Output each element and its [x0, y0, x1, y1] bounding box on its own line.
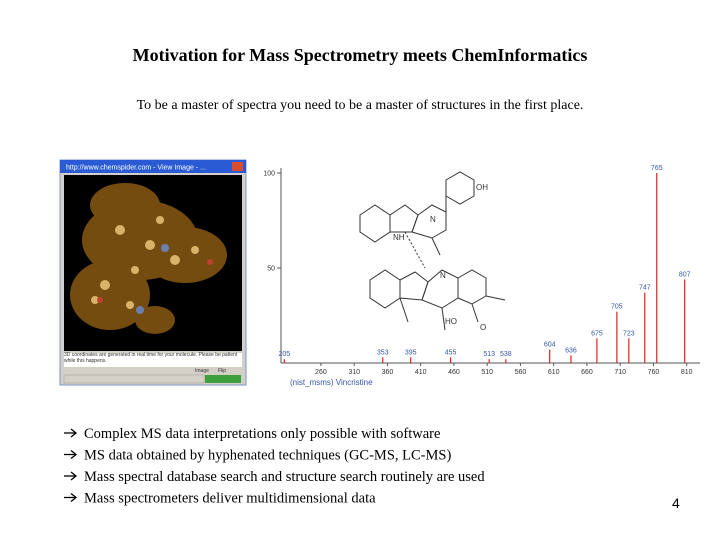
atom-label: NH [393, 233, 405, 242]
peak-label: 538 [500, 351, 512, 358]
bullet-arrow [64, 428, 78, 438]
y-tick-label: 100 [263, 171, 275, 178]
bullet-text: Mass spectral database search and struct… [84, 469, 485, 485]
x-tick-label: 310 [348, 369, 360, 376]
peak-label: 353 [377, 349, 389, 356]
atom-label: OH [476, 183, 488, 192]
x-tick-label: 610 [548, 369, 560, 376]
bullet-text: MS data obtained by hyphenated technique… [84, 448, 451, 464]
bullet-arrow [64, 449, 78, 460]
spectrum-caption: (nist_msms) Vincristine [290, 378, 373, 387]
peak-label: 807 [679, 271, 691, 278]
x-tick-label: 260 [315, 369, 327, 376]
atom-label: HO [445, 317, 457, 326]
peak-label: 455 [445, 349, 457, 356]
title: Motivation for Mass Spectrometry meets C… [133, 45, 588, 65]
x-tick-label: 810 [681, 369, 693, 376]
atom-label: O [480, 323, 486, 332]
peak-label: 705 [611, 304, 623, 311]
subtitle: To be a master of spectra you need to be… [137, 98, 584, 113]
atom-label: N [440, 271, 446, 280]
peak-label: 604 [544, 342, 556, 349]
peak-label: 675 [591, 330, 603, 337]
peak-label: 205 [278, 351, 290, 358]
atom-label: N [430, 215, 436, 224]
page-number: 4 [672, 495, 680, 511]
bullet-arrow [64, 492, 78, 503]
bullet-text: Complex MS data interpretations only pos… [84, 426, 440, 442]
x-tick-label: 510 [481, 369, 493, 376]
peak-label: 723 [623, 330, 635, 337]
x-tick-label: 410 [415, 369, 427, 376]
x-tick-label: 560 [515, 369, 527, 376]
structure [359, 171, 506, 331]
spectrum: OH NH N N HO O (nist_msms) Vincristine 2… [263, 165, 700, 387]
viewer-window: http://www.chemspider.com - View Image -… [59, 159, 247, 386]
x-tick-label: 660 [581, 369, 593, 376]
window-title: http://www.chemspider.com - View Image -… [66, 165, 206, 172]
bullet-list: Complex MS data interpretations only pos… [64, 426, 485, 507]
peak-label: 636 [565, 347, 577, 354]
bullet-text: Mass spectrometers deliver multidimensio… [84, 491, 376, 507]
arrow-head [70, 471, 78, 481]
y-tick-label: 50 [267, 266, 275, 273]
peak-label: 765 [651, 165, 663, 172]
x-tick-label: 360 [382, 369, 394, 376]
x-tick-label: 460 [448, 369, 460, 376]
peak-label: 513 [483, 351, 495, 358]
bullet-arrow [64, 471, 78, 481]
image-button[interactable]: Image [195, 368, 209, 374]
arrow-head [70, 449, 78, 460]
peak-label: 395 [405, 349, 417, 356]
x-tick-label: 760 [648, 369, 660, 376]
arrow-head [70, 492, 78, 503]
status-text: 3D coordinates are generated in real tim… [64, 352, 238, 364]
arrow-head [70, 428, 78, 438]
flip-button[interactable]: Flip [218, 368, 226, 374]
x-tick-label: 710 [614, 369, 626, 376]
peak-label: 747 [639, 285, 651, 292]
